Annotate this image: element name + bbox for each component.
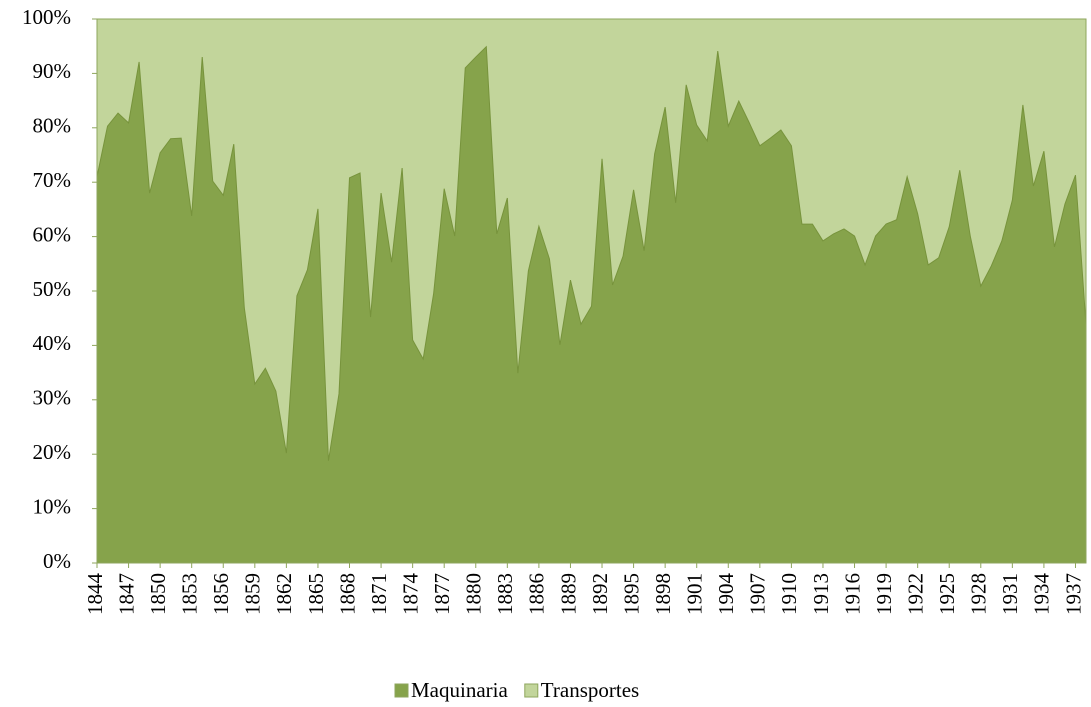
x-tick-label: 1871 [367, 573, 391, 615]
x-tick-label: 1910 [777, 573, 801, 615]
x-tick-label: 1868 [335, 573, 359, 615]
x-tick-label: 1856 [209, 573, 233, 615]
x-tick-label: 1934 [1030, 573, 1054, 616]
x-tick-label: 1877 [430, 573, 454, 615]
x-tick-label: 1919 [872, 573, 896, 615]
x-tick-label: 1880 [462, 573, 486, 615]
x-tick-label: 1874 [398, 573, 422, 616]
legend-swatch [394, 683, 409, 698]
y-tick-label: 100% [22, 5, 71, 29]
x-tick-label: 1859 [241, 573, 265, 615]
x-tick-label: 1850 [146, 573, 170, 615]
legend-swatch [524, 683, 539, 698]
x-tick-label: 1916 [840, 573, 864, 615]
x-tick-label: 1889 [556, 573, 580, 615]
y-tick-label: 90% [33, 59, 72, 83]
y-tick-label: 0% [43, 549, 71, 573]
y-tick-label: 20% [33, 440, 72, 464]
x-tick-label: 1883 [493, 573, 517, 615]
x-tick-label: 1853 [178, 573, 202, 615]
x-tick-label: 1904 [714, 573, 738, 616]
x-tick-label: 1862 [272, 573, 296, 615]
x-tick-label: 1844 [83, 573, 107, 616]
x-tick-label: 1925 [935, 573, 959, 615]
x-tick-label: 1913 [809, 573, 833, 615]
x-tick-label: 1892 [588, 573, 612, 615]
y-tick-label: 10% [33, 494, 72, 518]
legend-label: Transportes [541, 678, 639, 702]
x-tick-label: 1865 [304, 573, 328, 615]
x-tick-label: 1931 [998, 573, 1022, 615]
x-tick-label: 1886 [525, 573, 549, 615]
y-tick-label: 40% [33, 331, 72, 355]
x-tick-label: 1928 [967, 573, 991, 615]
x-tick-label: 1898 [651, 573, 675, 615]
area [96, 45, 1087, 564]
x-tick-label: 1937 [1061, 573, 1085, 615]
y-tick-label: 70% [33, 168, 72, 192]
x-tick-label: 1922 [903, 573, 927, 615]
x-tick-label: 1907 [746, 573, 770, 615]
x-tick-label: 1847 [114, 573, 138, 615]
x-tick-label: 1901 [683, 573, 707, 615]
y-tick-label: 60% [33, 222, 72, 246]
y-tick-label: 30% [33, 386, 72, 410]
legend-label: Maquinaria [411, 678, 508, 702]
y-tick-label: 80% [33, 114, 72, 138]
y-tick-label: 50% [33, 277, 72, 301]
x-tick-label: 1895 [619, 573, 643, 615]
